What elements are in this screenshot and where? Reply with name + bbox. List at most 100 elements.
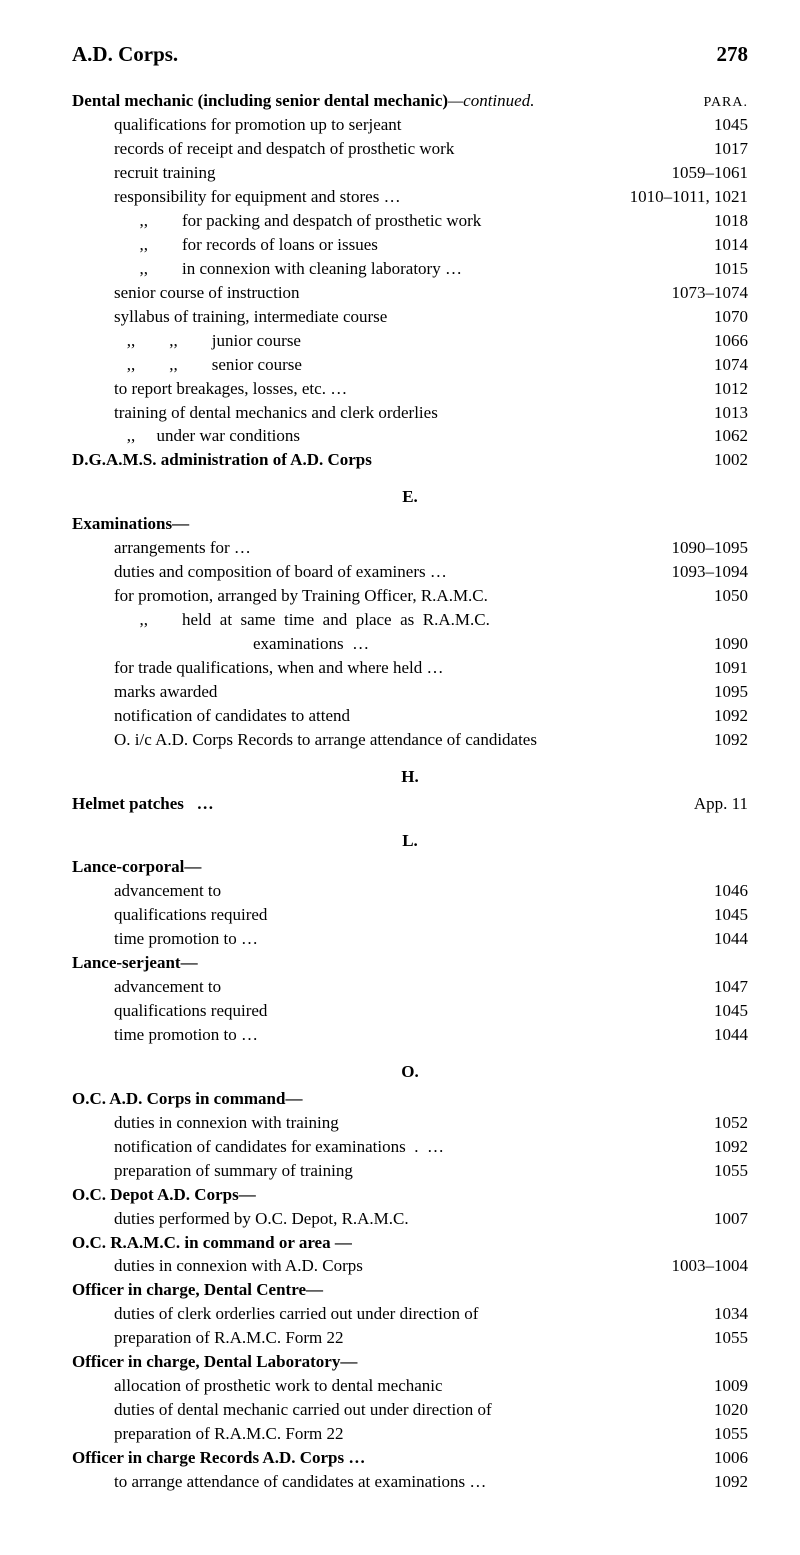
entry-text: recruit training	[114, 162, 216, 185]
index-entry: to arrange attendance of candidates at e…	[72, 1471, 748, 1494]
entry-text: qualifications required	[114, 904, 267, 927]
group-heading: O.C. Depot A.D. Corps—	[72, 1184, 748, 1207]
section-d-heading-italic: —continued.	[448, 91, 534, 110]
index-entry: notification of candidates to attend1092	[72, 705, 748, 728]
index-entry: qualifications required 1045	[72, 904, 748, 927]
index-entry: D.G.A.M.S. administration of A.D. Corps1…	[72, 449, 748, 472]
entry-text: responsibility for equipment and stores …	[114, 186, 401, 209]
entry-page: 1013	[688, 402, 748, 425]
entry-text: training of dental mechanics and clerk o…	[114, 402, 438, 425]
entry-page: 1066	[688, 330, 748, 353]
index-entry: advancement to 1047	[72, 976, 748, 999]
group-heading: Lance-serjeant—	[72, 952, 748, 975]
entry-page: 1010–1011, 1021	[630, 186, 748, 209]
entry-text: O. i/c A.D. Corps Records to arrange att…	[114, 729, 537, 752]
group-heading: Lance-corporal—	[72, 856, 748, 879]
index-entry: duties in connexion with training1052	[72, 1112, 748, 1135]
entry-page: 1059–1061	[672, 162, 749, 185]
index-entry: ,, ,, junior course1066	[72, 330, 748, 353]
index-entry: preparation of R.A.M.C. Form 221055	[72, 1423, 748, 1446]
index-entry: time promotion to …1044	[72, 1024, 748, 1047]
index-entry: duties of clerk orderlies carried out un…	[72, 1303, 748, 1326]
entry-text: ,, held at same time and place as R.A.M.…	[114, 609, 490, 632]
entry-page: 1046	[688, 880, 748, 903]
index-entry: duties in connexion with A.D. Corps1003–…	[72, 1255, 748, 1278]
index-entry: qualifications required1045	[72, 1000, 748, 1023]
entry-page: 1044	[688, 1024, 748, 1047]
entry-text: notification of candidates to attend	[114, 705, 350, 728]
entry-page: 1091	[688, 657, 748, 680]
entry-page: 1090–1095	[672, 537, 749, 560]
section-d-heading: Dental mechanic (including senior dental…	[72, 90, 748, 113]
index-entry: ,, in connexion with cleaning laboratory…	[72, 258, 748, 281]
entry-page: 1055	[688, 1423, 748, 1446]
entry-page: 1055	[688, 1327, 748, 1350]
index-entry: duties performed by O.C. Depot, R.A.M.C.…	[72, 1208, 748, 1231]
section-d: Dental mechanic (including senior dental…	[72, 90, 748, 472]
entry-page: 1092	[688, 729, 748, 752]
entry-text: duties and composition of board of exami…	[114, 561, 447, 584]
entry-text: duties of clerk orderlies carried out un…	[114, 1303, 478, 1326]
index-entry: responsibility for equipment and stores …	[72, 186, 748, 209]
index-entry: syllabus of training, intermediate cours…	[72, 306, 748, 329]
index-entry: to report breakages, losses, etc. …1012	[72, 378, 748, 401]
entry-text: ,, for packing and despatch of prostheti…	[114, 210, 481, 233]
entry-page: 1020	[688, 1399, 748, 1422]
entry-text: ,, under war conditions	[114, 425, 300, 448]
index-entry: ,, for packing and despatch of prostheti…	[72, 210, 748, 233]
entry-text: ,, in connexion with cleaning laboratory…	[114, 258, 462, 281]
entry-page: 1070	[688, 306, 748, 329]
index-entry: for trade qualifications, when and where…	[72, 657, 748, 680]
entry-text: Helmet patches …	[72, 793, 214, 816]
entry-page: 1052	[688, 1112, 748, 1135]
index-entry: qualifications for promotion up to serje…	[72, 114, 748, 137]
entry-text: marks awarded	[114, 681, 217, 704]
entry-page: 1045	[688, 904, 748, 927]
entry-page: 1093–1094	[672, 561, 749, 584]
index-entry: records of receipt and despatch of prost…	[72, 138, 748, 161]
entry-page: 1015	[688, 258, 748, 281]
entry-page: 1045	[688, 1000, 748, 1023]
section-e-letter: E.	[72, 486, 748, 509]
index-entry: duties and composition of board of exami…	[72, 561, 748, 584]
entry-text: for trade qualifications, when and where…	[114, 657, 444, 680]
group-heading: Officer in charge, Dental Centre—	[72, 1279, 748, 1302]
entry-text: senior course of instruction	[114, 282, 300, 305]
section-e-heading: Examinations—	[72, 513, 748, 536]
entry-text: preparation of R.A.M.C. Form 22	[114, 1327, 343, 1350]
entry-page: 1074	[688, 354, 748, 377]
entry-page: 1006	[688, 1447, 748, 1470]
entry-text: advancement to	[114, 976, 221, 999]
index-entry: recruit training 1059–1061	[72, 162, 748, 185]
index-entry: senior course of instruction 1073–1074	[72, 282, 748, 305]
entry-page: 1002	[688, 449, 748, 472]
section-o-letter: O.	[72, 1061, 748, 1084]
entry-text: time promotion to …	[114, 928, 258, 951]
section-l-letter: L.	[72, 830, 748, 853]
entry-page: 1073–1074	[672, 282, 749, 305]
entry-page: 1045	[688, 114, 748, 137]
entry-page: 1044	[688, 928, 748, 951]
entry-page: 1047	[688, 976, 748, 999]
entry-text: records of receipt and despatch of prost…	[114, 138, 454, 161]
header-title: A.D. Corps.	[72, 40, 178, 68]
entry-text: duties of dental mechanic carried out un…	[114, 1399, 492, 1422]
entry-text: arrangements for …	[114, 537, 251, 560]
index-entry: ,, ,, senior course1074	[72, 354, 748, 377]
entry-page: 1055	[688, 1160, 748, 1183]
index-entry: notification of candidates for examinati…	[72, 1136, 748, 1159]
index-entry: examinations …1090	[72, 633, 748, 656]
page-header: A.D. Corps. 278	[72, 40, 748, 68]
group-heading: O.C. R.A.M.C. in command or area —	[72, 1232, 748, 1255]
entry-text: duties performed by O.C. Depot, R.A.M.C.	[114, 1208, 409, 1231]
entry-text: qualifications for promotion up to serje…	[114, 114, 402, 137]
entry-page: 1007	[688, 1208, 748, 1231]
index-entry: Helmet patches …App. 11	[72, 793, 748, 816]
entry-page: 1018	[688, 210, 748, 233]
entry-page: 1092	[688, 1471, 748, 1494]
entry-page: 1092	[688, 1136, 748, 1159]
index-entry: time promotion to … 1044	[72, 928, 748, 951]
index-entry: O. i/c A.D. Corps Records to arrange att…	[72, 729, 748, 752]
index-entry: arrangements for … 1090–1095	[72, 537, 748, 560]
entry-text: notification of candidates for examinati…	[114, 1136, 444, 1159]
